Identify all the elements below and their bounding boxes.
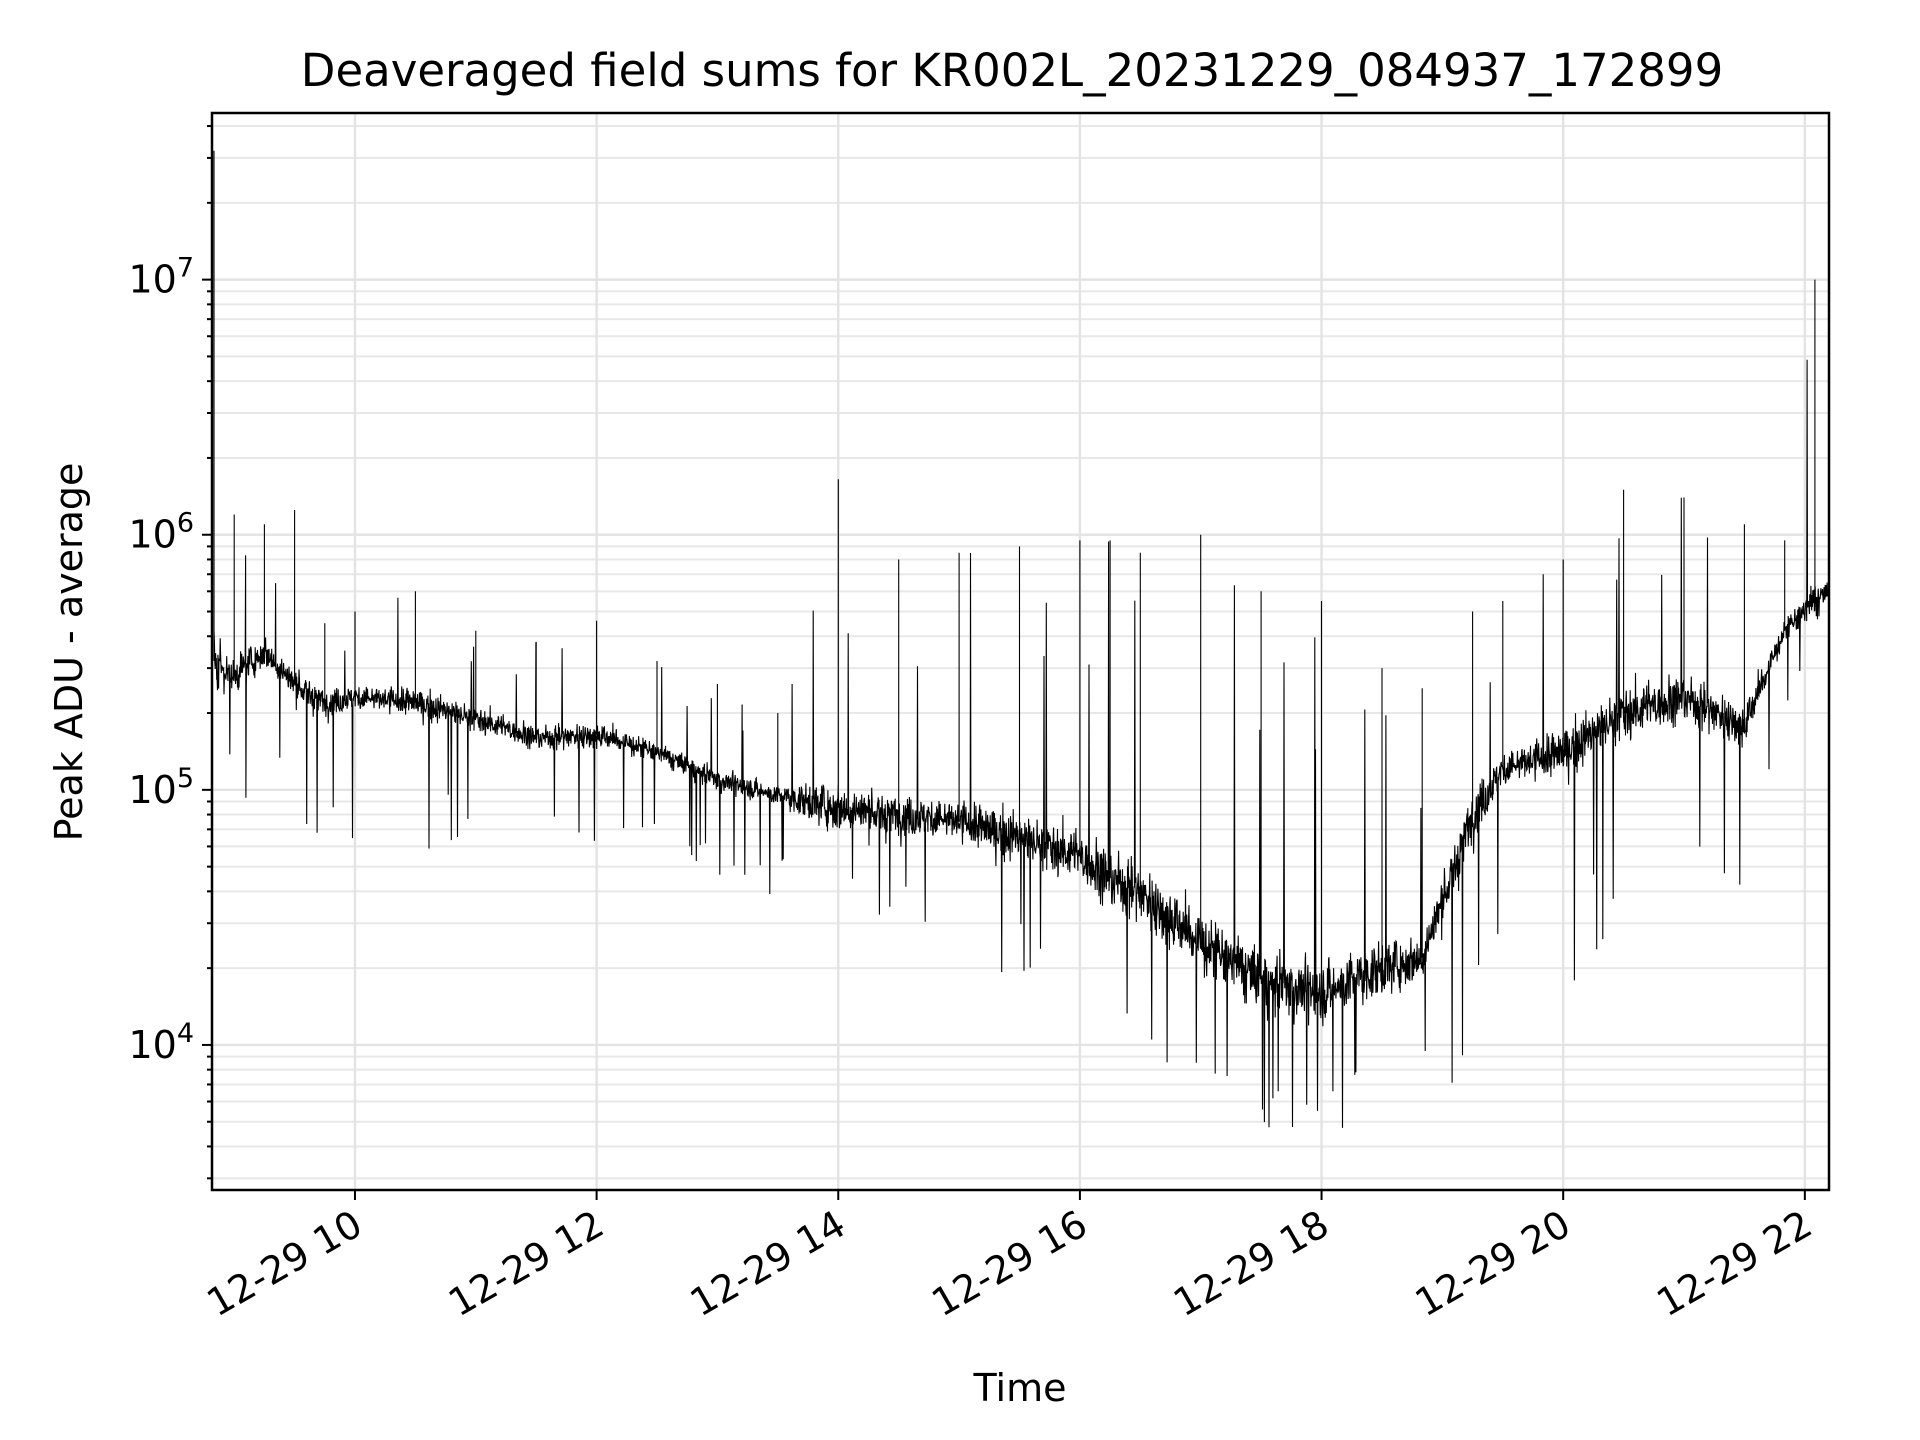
plot-frame xyxy=(210,111,1831,1192)
chart-title: Deaveraged field sums for KR002L_2023122… xyxy=(301,44,1723,97)
y-tick-label: 107 xyxy=(128,253,194,302)
x-axis-label: Time xyxy=(973,1366,1067,1410)
y-axis-label: Peak ADU - average xyxy=(47,463,91,842)
y-tick-label: 104 xyxy=(128,1018,194,1067)
y-tick-label: 106 xyxy=(128,508,194,557)
y-tick-label: 105 xyxy=(128,763,194,812)
series-line xyxy=(213,150,1830,1128)
